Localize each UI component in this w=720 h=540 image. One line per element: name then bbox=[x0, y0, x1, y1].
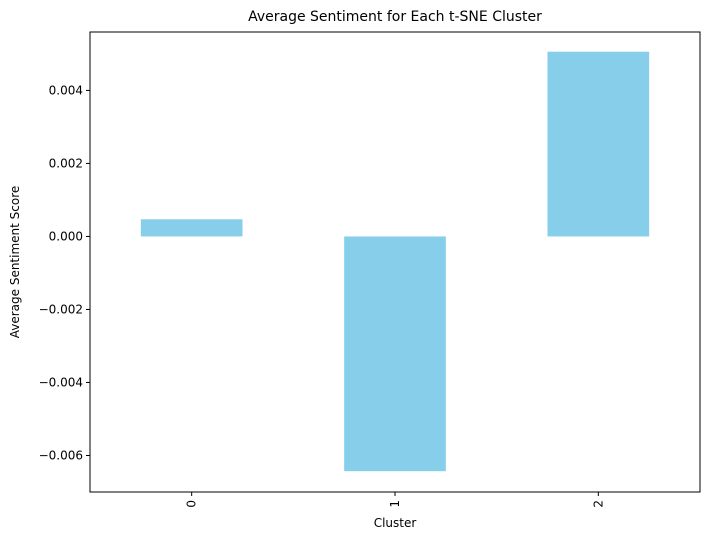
x-axis-label: Cluster bbox=[374, 516, 417, 530]
y-tick-label: −0.002 bbox=[39, 302, 83, 316]
x-tick-label: 0 bbox=[185, 500, 199, 508]
chart-title: Average Sentiment for Each t-SNE Cluster bbox=[248, 9, 542, 25]
bar-cluster-0 bbox=[140, 219, 243, 237]
y-tick-label: 0.000 bbox=[49, 229, 83, 243]
plot-frame bbox=[89, 31, 701, 493]
bars-layer bbox=[140, 51, 650, 472]
y-tick-label: −0.004 bbox=[39, 375, 83, 389]
x-tick-label: 2 bbox=[591, 500, 605, 508]
y-axis-label: Average Sentiment Score bbox=[8, 186, 22, 339]
y-tick-label: 0.004 bbox=[49, 83, 83, 97]
bar-cluster-1 bbox=[344, 236, 446, 472]
y-tick-label: 0.002 bbox=[49, 156, 83, 170]
x-axis: 0 1 2 bbox=[185, 492, 605, 508]
y-tick-label: −0.006 bbox=[39, 448, 83, 462]
y-axis: −0.006 −0.004 −0.002 0.000 0.002 0.004 bbox=[39, 83, 90, 462]
x-tick-label: 1 bbox=[388, 500, 402, 508]
bar-cluster-2 bbox=[547, 51, 650, 237]
